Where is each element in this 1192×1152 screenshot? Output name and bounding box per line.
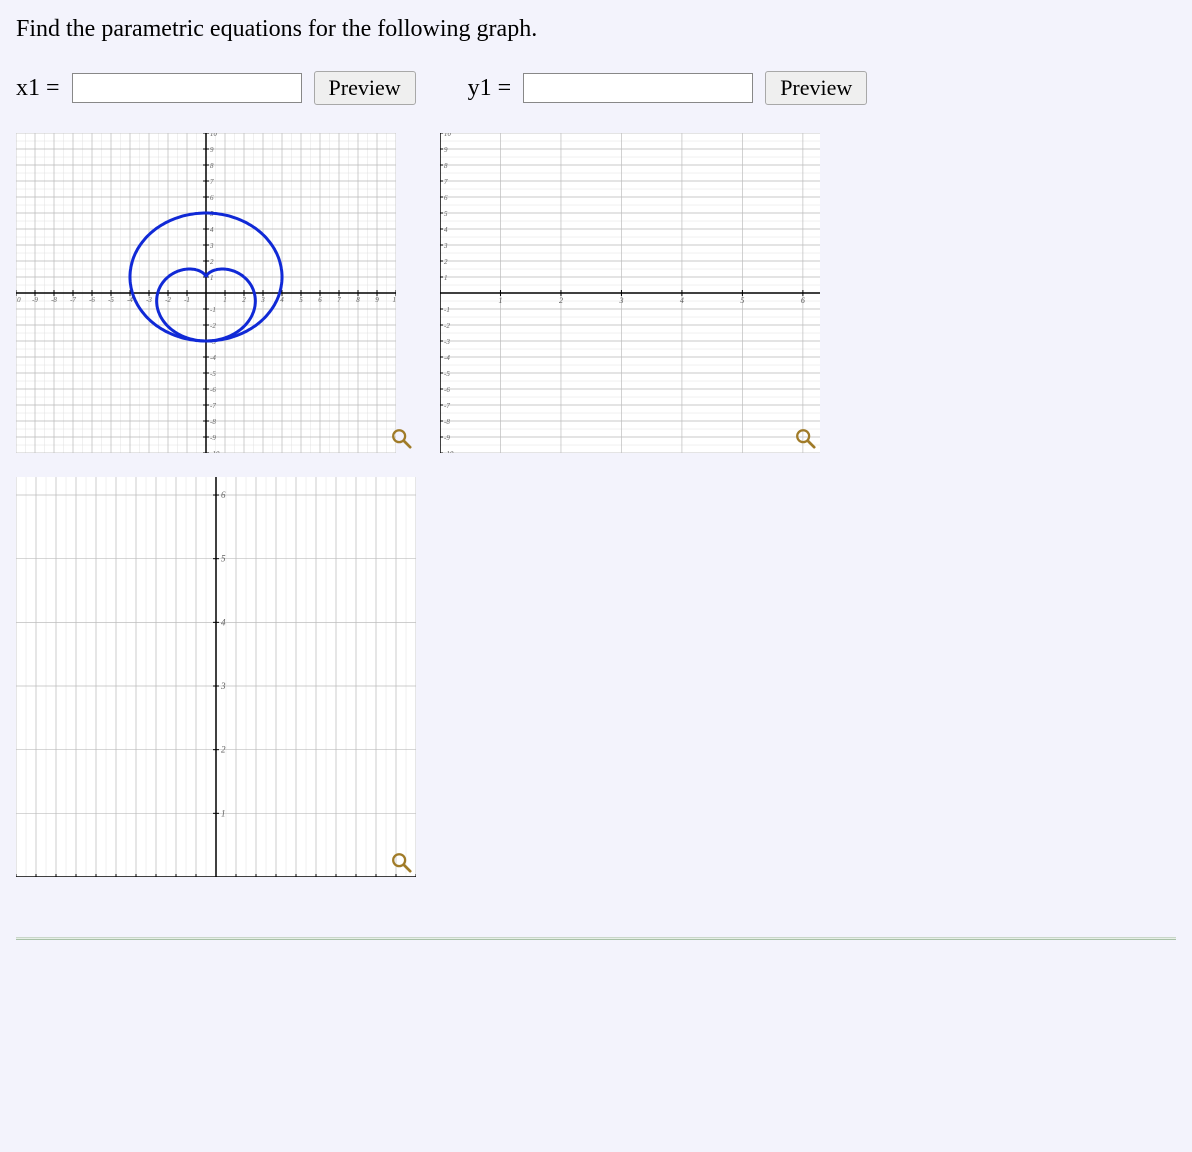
- svg-text:-5: -5: [108, 296, 114, 304]
- svg-text:-9: -9: [32, 296, 38, 304]
- svg-text:1: 1: [223, 296, 227, 304]
- svg-text:6: 6: [221, 490, 226, 500]
- graph-ty-svg: 1 2 3 4 5 6 -10 -9 -8 -7 -6 -5 -4 -3 -2 -1 1 2 3 4 5 6 7 8 9 10: [440, 133, 820, 453]
- svg-text:-3: -3: [146, 296, 152, 304]
- svg-text:-1: -1: [210, 306, 216, 314]
- svg-text:1: 1: [221, 808, 226, 818]
- svg-text:2: 2: [221, 745, 226, 755]
- svg-text:-1: -1: [444, 306, 450, 314]
- svg-text:2: 2: [444, 258, 448, 266]
- y1-label: y1 =: [468, 75, 512, 102]
- svg-text:-4: -4: [444, 354, 450, 362]
- svg-text:-4: -4: [210, 354, 216, 362]
- svg-text:-9: -9: [210, 434, 216, 442]
- svg-text:10: 10: [393, 296, 397, 304]
- svg-text:-9: -9: [444, 434, 450, 442]
- svg-text:7: 7: [337, 296, 341, 304]
- svg-text:1: 1: [210, 274, 214, 282]
- svg-text:5: 5: [221, 554, 226, 564]
- graph-xy-cardioid: -10 -9 -8 -7 -6 -5 -4 -3 -2 -1 1 2 3 4 5 6 7 8 9 10 -10 -9 -8 -…: [16, 133, 416, 453]
- svg-text:9: 9: [210, 146, 214, 154]
- svg-text:8: 8: [444, 162, 448, 170]
- svg-text:5: 5: [740, 296, 744, 305]
- graph-tx: 1 2 3 4 5 6: [16, 477, 416, 877]
- svg-text:-6: -6: [210, 386, 216, 394]
- svg-text:1: 1: [498, 296, 502, 305]
- question-prompt: Find the parametric equations for the fo…: [16, 16, 1176, 43]
- svg-text:4: 4: [221, 617, 226, 627]
- svg-text:9: 9: [444, 146, 448, 154]
- svg-text:2: 2: [242, 296, 246, 304]
- graph-tx-svg: 1 2 3 4 5 6: [16, 477, 416, 877]
- svg-text:-10: -10: [16, 296, 21, 304]
- answer-inputs-row: x1 = Preview y1 = Preview: [16, 71, 1176, 105]
- y1-preview-button[interactable]: Preview: [765, 71, 867, 105]
- svg-text:-8: -8: [444, 418, 450, 426]
- svg-text:2: 2: [210, 258, 214, 266]
- svg-text:6: 6: [210, 194, 214, 202]
- x1-preview-button[interactable]: Preview: [314, 71, 416, 105]
- svg-text:1: 1: [444, 274, 448, 282]
- zoom-icon[interactable]: [794, 427, 816, 449]
- svg-text:-1: -1: [184, 296, 190, 304]
- svg-text:4: 4: [280, 296, 284, 304]
- svg-text:7: 7: [210, 178, 214, 186]
- svg-text:7: 7: [444, 178, 448, 186]
- svg-text:3: 3: [443, 242, 448, 250]
- y1-input[interactable]: [523, 73, 753, 103]
- x1-input[interactable]: [72, 73, 302, 103]
- zoom-icon[interactable]: [390, 427, 412, 449]
- svg-text:-2: -2: [210, 322, 216, 330]
- svg-text:3: 3: [260, 296, 265, 304]
- svg-text:9: 9: [375, 296, 379, 304]
- graph-xy-cardioid-svg: -10 -9 -8 -7 -6 -5 -4 -3 -2 -1 1 2 3 4 5 6 7 8 9 10 -10 -9 -8 -…: [16, 133, 396, 453]
- svg-text:-2: -2: [165, 296, 171, 304]
- svg-text:2: 2: [559, 296, 563, 305]
- svg-text:3: 3: [209, 242, 214, 250]
- svg-text:-5: -5: [210, 370, 216, 378]
- svg-text:-6: -6: [89, 296, 95, 304]
- x1-label: x1 =: [16, 75, 60, 102]
- svg-text:-10: -10: [210, 450, 220, 453]
- svg-text:-2: -2: [444, 322, 450, 330]
- svg-text:4: 4: [210, 226, 214, 234]
- svg-text:5: 5: [444, 210, 448, 218]
- svg-text:4: 4: [680, 296, 684, 305]
- svg-text:3: 3: [618, 296, 623, 305]
- svg-text:5: 5: [299, 296, 303, 304]
- svg-text:4: 4: [444, 226, 448, 234]
- svg-text:-8: -8: [51, 296, 57, 304]
- svg-text:6: 6: [318, 296, 322, 304]
- svg-text:-10: -10: [444, 450, 454, 453]
- svg-text:6: 6: [444, 194, 448, 202]
- svg-text:-7: -7: [70, 296, 76, 304]
- svg-text:-5: -5: [444, 370, 450, 378]
- graph-ty: 1 2 3 4 5 6 -10 -9 -8 -7 -6 -5 -4 -3 -2 -1 1 2 3 4 5 6 7 8 9 10: [440, 133, 820, 453]
- zoom-icon[interactable]: [390, 851, 412, 873]
- svg-text:-7: -7: [210, 402, 216, 410]
- svg-text:-6: -6: [444, 386, 450, 394]
- footer-divider: [16, 937, 1176, 940]
- svg-text:8: 8: [356, 296, 360, 304]
- svg-text:-3: -3: [444, 338, 450, 346]
- svg-text:3: 3: [220, 681, 226, 691]
- svg-text:-8: -8: [210, 418, 216, 426]
- svg-text:10: 10: [210, 133, 218, 138]
- svg-text:10: 10: [444, 133, 452, 138]
- svg-text:6: 6: [801, 296, 805, 305]
- svg-text:-7: -7: [444, 402, 450, 410]
- svg-text:8: 8: [210, 162, 214, 170]
